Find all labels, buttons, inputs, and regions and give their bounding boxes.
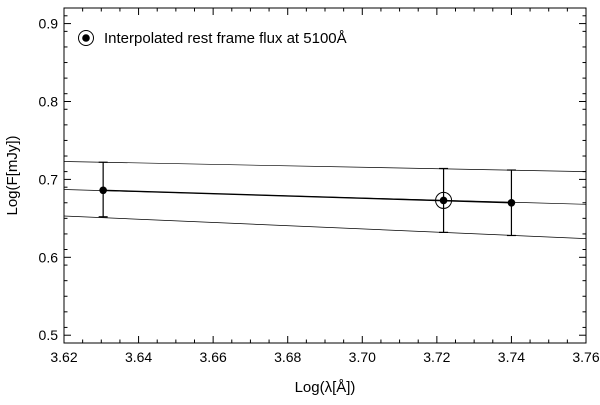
y-tick-label: 0.9 (39, 16, 59, 32)
trend-line-upper (63, 161, 587, 172)
data-point-ring (435, 191, 453, 209)
y-tick-label: 0.5 (39, 327, 59, 343)
x-tick-label: 3.66 (200, 349, 227, 365)
x-tick-label: 3.72 (423, 349, 450, 365)
trend-lines (63, 161, 587, 239)
x-tick-label: 3.68 (274, 349, 301, 365)
trend-line-lower (63, 215, 587, 239)
x-axis-title: Log(λ[Å]) (295, 379, 356, 396)
x-tick-label: 3.70 (349, 349, 376, 365)
legend-symbol-dot (82, 34, 90, 42)
data-point (99, 186, 107, 195)
x-tick-label: 3.64 (125, 349, 152, 365)
data-points (98, 161, 516, 237)
legend: Interpolated rest frame flux at 5100Å (78, 30, 347, 47)
plot-frame (63, 7, 587, 344)
data-point (507, 198, 516, 207)
y-tick-label: 0.8 (39, 93, 59, 109)
y-tick-label: 0.7 (39, 171, 59, 187)
legend-symbol-ring (78, 30, 94, 46)
y-tick-label: 0.6 (39, 249, 59, 265)
y-axis-title: Log(F[mJy]) (4, 135, 21, 215)
x-tick-label: 3.76 (572, 349, 599, 365)
x-tick-label: 3.74 (498, 349, 525, 365)
legend-label: Interpolated rest frame flux at 5100Å (104, 30, 347, 47)
axis-ticks: 3.62 3.64 3.66 3.68 3.70 3.72 3.74 3.76 0.5 0.6 0.… (39, 8, 600, 365)
x-tick-label: 3.62 (50, 349, 77, 365)
data-point-interpolated (439, 196, 448, 205)
